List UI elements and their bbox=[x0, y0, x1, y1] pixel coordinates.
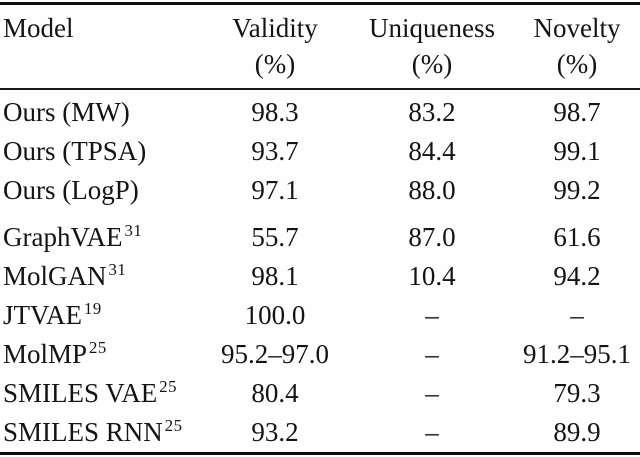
model-name: Ours (TPSA) bbox=[3, 136, 147, 166]
model-name-cell: SMILES VAE 25 bbox=[0, 374, 200, 413]
model-name-cell: MolGAN 31 bbox=[0, 257, 200, 296]
model-name: SMILES RNN bbox=[3, 417, 163, 447]
novelty-cell: 99.2 bbox=[553, 175, 601, 205]
model-name: MolMP bbox=[3, 339, 88, 369]
column-header-uniqueness-label: Uniqueness bbox=[369, 13, 495, 43]
citation-superscript: 25 bbox=[164, 416, 183, 435]
model-name: JTVAE bbox=[3, 300, 83, 330]
novelty-cell: 61.6 bbox=[553, 222, 601, 252]
uniqueness-cell: 83.2 bbox=[408, 97, 456, 127]
table-row: Ours (TPSA) 93.7 84.4 99.1 bbox=[0, 132, 640, 171]
column-header-novelty: Novelty (%) bbox=[514, 10, 640, 82]
model-name-cell: SMILES RNN 25 bbox=[0, 413, 200, 452]
model-name-cell: MolMP 25 bbox=[0, 335, 200, 374]
column-header-uniqueness-unit: (%) bbox=[411, 49, 453, 79]
table-row: GraphVAE 31 55.7 87.0 61.6 bbox=[0, 218, 640, 257]
novelty-cell: 91.2–95.1 bbox=[523, 339, 631, 369]
column-header-novelty-unit: (%) bbox=[556, 49, 598, 79]
table-row: Ours (LogP) 97.1 88.0 99.2 bbox=[0, 171, 640, 210]
validity-cell: 98.3 bbox=[251, 97, 299, 127]
model-name-cell: Ours (LogP) bbox=[0, 171, 200, 210]
model-name-cell: GraphVAE 31 bbox=[0, 218, 200, 257]
novelty-cell: 94.2 bbox=[553, 261, 601, 291]
novelty-cell: 89.9 bbox=[553, 417, 601, 447]
validity-cell: 93.2 bbox=[251, 417, 299, 447]
model-name-cell: Ours (MW) bbox=[0, 93, 200, 132]
citation-superscript: 19 bbox=[84, 299, 102, 318]
validity-cell: 55.7 bbox=[251, 222, 299, 252]
column-header-validity-label: Validity bbox=[232, 13, 318, 43]
novelty-cell: 98.7 bbox=[553, 97, 601, 127]
model-name: Ours (MW) bbox=[3, 97, 130, 127]
model-name: GraphVAE bbox=[3, 222, 123, 252]
model-name: Ours (LogP) bbox=[3, 175, 139, 205]
table-top-rule bbox=[0, 2, 640, 5]
table-row: SMILES VAE 25 80.4 – 79.3 bbox=[0, 374, 640, 413]
validity-cell: 93.7 bbox=[251, 136, 299, 166]
citation-superscript: 31 bbox=[124, 221, 143, 240]
citation-superscript: 25 bbox=[159, 377, 178, 396]
uniqueness-cell: – bbox=[425, 300, 439, 330]
uniqueness-cell: 87.0 bbox=[408, 222, 456, 252]
table-bottom-rule bbox=[0, 452, 640, 455]
citation-superscript: 31 bbox=[108, 260, 127, 279]
table-group-ours: Ours (MW) 98.3 83.2 98.7 Ours (TPSA) 93.… bbox=[0, 90, 640, 210]
uniqueness-cell: – bbox=[425, 339, 439, 369]
uniqueness-cell: – bbox=[425, 417, 439, 447]
novelty-cell: – bbox=[570, 300, 584, 330]
table-header-rule bbox=[0, 88, 640, 90]
table-row: Ours (MW) 98.3 83.2 98.7 bbox=[0, 93, 640, 132]
uniqueness-cell: 84.4 bbox=[408, 136, 456, 166]
table-group-baselines: GraphVAE 31 55.7 87.0 61.6 MolGAN 31 98.1 … bbox=[0, 210, 640, 452]
novelty-cell: 99.1 bbox=[553, 136, 601, 166]
table-row: SMILES RNN 25 93.2 – 89.9 bbox=[0, 413, 640, 452]
table-header-row: Model Validity (%) Uniqueness (%) Novelt… bbox=[0, 5, 640, 88]
model-name: MolGAN bbox=[3, 261, 107, 291]
table-row: MolMP 25 95.2–97.0 – 91.2–95.1 bbox=[0, 335, 640, 374]
citation-superscript: 25 bbox=[89, 338, 107, 357]
column-header-uniqueness: Uniqueness (%) bbox=[350, 10, 514, 82]
validity-cell: 80.4 bbox=[251, 378, 299, 408]
uniqueness-cell: 88.0 bbox=[408, 175, 456, 205]
model-name: SMILES VAE bbox=[3, 378, 158, 408]
validity-cell: 98.1 bbox=[251, 261, 299, 291]
column-header-validity-unit: (%) bbox=[254, 49, 296, 79]
model-name-cell: Ours (TPSA) bbox=[0, 132, 200, 171]
column-header-model: Model bbox=[3, 13, 74, 43]
validity-cell: 97.1 bbox=[251, 175, 299, 205]
table-row: JTVAE 19 100.0 – – bbox=[0, 296, 640, 335]
uniqueness-cell: – bbox=[425, 378, 439, 408]
uniqueness-cell: 10.4 bbox=[408, 261, 456, 291]
novelty-cell: 79.3 bbox=[553, 378, 601, 408]
model-name-cell: JTVAE 19 bbox=[0, 296, 200, 335]
validity-cell: 95.2–97.0 bbox=[221, 339, 329, 369]
column-header-validity: Validity (%) bbox=[200, 10, 350, 82]
column-header-novelty-label: Novelty bbox=[533, 13, 621, 43]
table-row: MolGAN 31 98.1 10.4 94.2 bbox=[0, 257, 640, 296]
validity-cell: 100.0 bbox=[244, 300, 306, 330]
